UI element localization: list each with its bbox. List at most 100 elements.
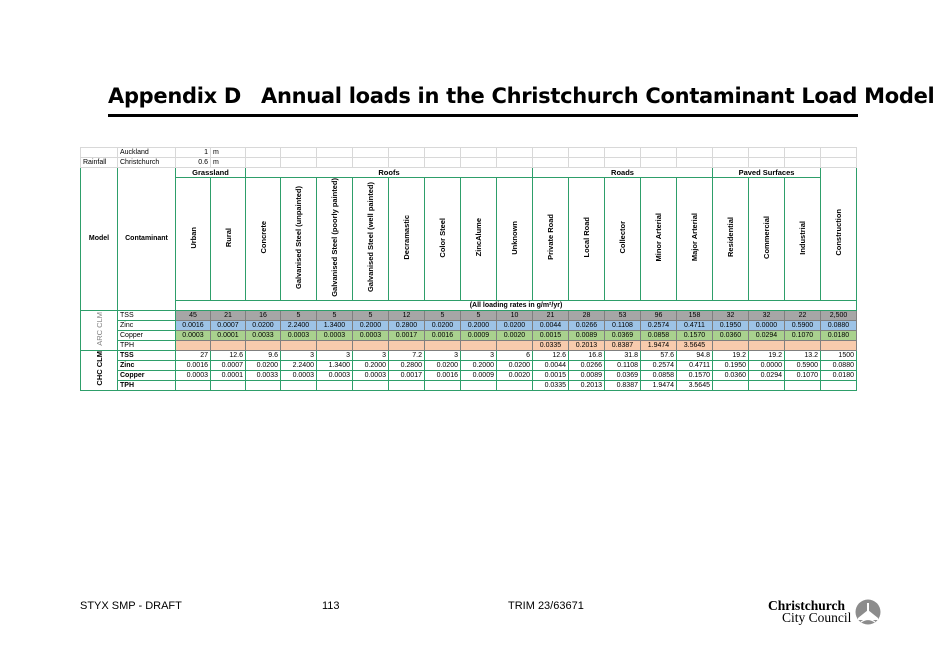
column-label: Concrete [258,221,268,254]
arc-row: Copper 0.0003 0.0001 0.0033 0.0003 0.0003 0.00… [81,329,857,341]
value-cell: 0.0033 [245,329,281,341]
value-cell [496,379,533,391]
contaminant-name: Zinc [117,319,176,331]
column-header: Private Road [532,177,569,301]
empty-cell [604,147,641,158]
value-cell: 0.0007 [210,319,246,331]
value-cell: 0.2800 [388,319,425,331]
column-label: Urban [188,226,198,249]
value-cell: 12.6 [210,349,246,361]
value-cell: 5 [352,309,389,321]
logo-line1: Christchurch [768,598,846,613]
value-cell: 1.9474 [640,339,677,351]
column-label: Commercial [762,215,771,259]
empty-cell [748,157,785,168]
empty-cell [712,157,749,168]
empty-cell [316,147,353,158]
value-cell [388,339,425,351]
value-cell: 0.4711 [676,319,713,331]
empty-cell [532,157,569,168]
value-cell: 19.2 [748,349,785,361]
value-cell: 96 [640,309,677,321]
council-logo: Christchurch City Council [768,598,886,628]
value-cell [820,379,857,391]
value-cell: 0.2000 [460,319,497,331]
value-cell: 10 [496,309,533,321]
arc-row: TPH 0.0335 0.2013 0.8387 1.9474 3.5645 [81,339,857,351]
value-cell: 0.1570 [676,369,713,381]
value-cell: 0.1950 [712,319,749,331]
value-cell [496,339,533,351]
value-cell [712,379,749,391]
value-cell: 45 [175,309,211,321]
rainfall-value: 1 [175,147,211,158]
group-roads: Roads [532,167,713,178]
value-cell: 0.0200 [424,359,461,371]
value-cell: 0.0001 [210,329,246,341]
contaminant-name: Copper [117,329,176,341]
rainfall-label: Rainfall [80,157,118,168]
column-header: Decramastic [388,177,425,301]
value-cell: 2.2400 [280,359,317,371]
value-cell: 1.9474 [640,379,677,391]
empty-cell [676,157,713,168]
value-cell: 0.0017 [388,329,425,341]
value-cell: 0.0089 [568,369,605,381]
value-cell: 5 [460,309,497,321]
value-cell [460,339,497,351]
units-row: (All loading rates in g/m²/yr) [81,299,857,311]
value-cell: 0.2013 [568,339,605,351]
value-cell: 0.1070 [784,369,821,381]
arc-row: ARC CLM TSS 45 21 16 5 5 5 12 5 5 10 21 28 53 96 158 32 32… [80,309,857,351]
value-cell: 0.0017 [388,369,425,381]
column-label: ZincAlume [474,218,483,257]
value-cell [316,339,353,351]
value-cell: 1500 [820,349,857,361]
empty-cell [496,157,533,168]
value-cell: 28 [568,309,605,321]
contaminant-name: TSS [117,349,176,361]
group-roofs: Roofs [245,167,533,178]
empty-cell [532,147,569,158]
column-label: Construction [834,209,843,256]
value-cell: 0.0360 [712,329,749,341]
value-cell [352,379,389,391]
appendix-title: Annual loads in the Christchurch Contami… [261,84,935,108]
value-cell: 0.0180 [820,369,857,381]
value-cell: 57.6 [640,349,677,361]
empty-cell [568,147,605,158]
logo-line2: City Council [782,610,852,625]
value-cell: 0.0369 [604,369,641,381]
value-cell: 0.0200 [245,319,281,331]
value-cell: 0.0003 [280,369,317,381]
empty-cell [784,147,821,158]
value-cell: 16.8 [568,349,605,361]
rainfall-place: Christchurch [117,157,176,168]
column-header: Industrial [784,177,821,301]
value-cell: 16 [245,309,281,321]
empty-cell [640,147,677,158]
value-cell: 19.2 [712,349,749,361]
empty-cell [424,157,461,168]
value-cell [748,379,785,391]
contaminant-name: Copper [117,369,176,381]
chc-row: TPH 0.0335 0.2013 0.8387 1.9474 3.5645 [81,379,857,391]
column-label: Collector [618,221,627,254]
contaminant-header: Contaminant [117,167,176,311]
value-cell: 0.2013 [568,379,605,391]
value-cell: 32 [748,309,785,321]
value-cell [424,339,461,351]
empty-cell [748,147,785,158]
column-label: Local Road [582,217,591,258]
rainfall-label [80,147,118,158]
column-label: Major Arterial [690,213,699,262]
value-cell: 9.6 [245,349,281,361]
column-label: Galvanised Steel (poorly painted) [330,178,339,297]
value-cell: 0.0335 [532,339,569,351]
value-cell: 0.0880 [820,359,857,371]
contaminant-name: TPH [117,339,176,351]
column-header: ZincAlume [460,177,497,301]
value-cell [784,339,821,351]
column-header: Galvanised Steel (well painted) [352,177,389,301]
column-header: Minor Arterial [640,177,677,301]
